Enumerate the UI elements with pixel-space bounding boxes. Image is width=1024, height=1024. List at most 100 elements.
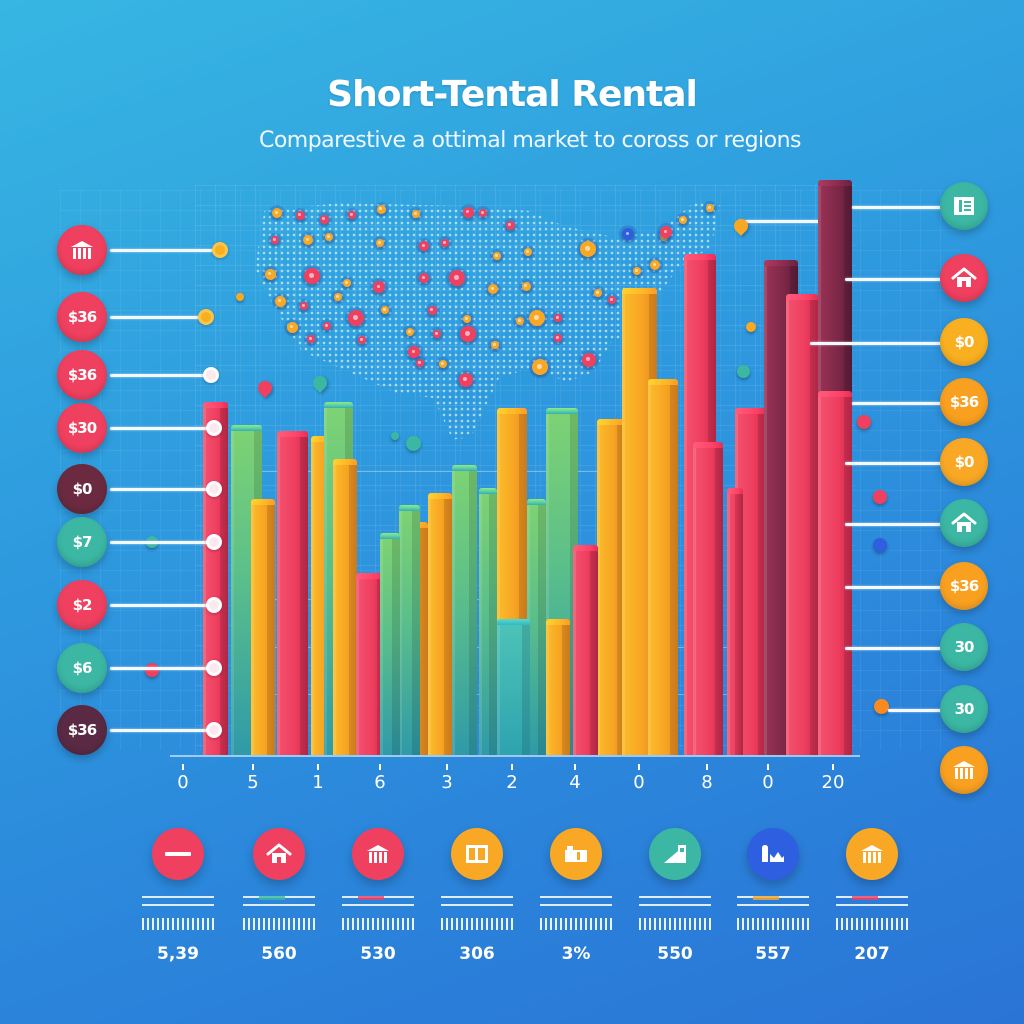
map-location-dot xyxy=(334,293,342,301)
x-tick-label: 3 xyxy=(441,772,453,793)
category-item[interactable]: 3% xyxy=(534,828,618,964)
category-item[interactable]: 557 xyxy=(731,828,815,964)
right-marker-building-icon[interactable] xyxy=(940,746,988,794)
marker-ball xyxy=(746,322,756,332)
window-icon[interactable] xyxy=(451,828,503,880)
left-marker-value[interactable]: $7 xyxy=(57,517,107,567)
category-barcode xyxy=(639,918,711,930)
left-marker-value[interactable]: $36 xyxy=(57,705,107,755)
map-location-dot xyxy=(323,322,331,330)
map-location-dot xyxy=(679,216,687,224)
bar-red xyxy=(276,436,308,755)
minus-icon[interactable] xyxy=(152,828,204,880)
map-location-dot xyxy=(650,260,660,270)
map-location-dot xyxy=(381,306,389,314)
box-icon[interactable] xyxy=(550,828,602,880)
x-tick xyxy=(317,764,319,770)
x-axis-line xyxy=(170,755,860,757)
leader-knob xyxy=(203,367,219,383)
leader-knob xyxy=(206,481,222,497)
left-marker-value[interactable]: $36 xyxy=(57,350,107,400)
leader-knob xyxy=(206,534,222,550)
category-value: 5,39 xyxy=(157,944,199,964)
building-icon[interactable] xyxy=(352,828,404,880)
x-tick-label: 8 xyxy=(701,772,713,793)
category-item[interactable]: 207 xyxy=(830,828,914,964)
x-tick xyxy=(706,764,708,770)
chart-title: Short-Tental Rental xyxy=(327,74,698,115)
right-marker-house-icon[interactable] xyxy=(940,499,988,547)
bar-green xyxy=(398,510,420,755)
map-location-dot xyxy=(307,335,315,343)
map-location-dot xyxy=(274,295,286,307)
right-marker-value[interactable]: 30 xyxy=(940,685,988,733)
category-progress-lines xyxy=(342,896,414,906)
marker-ball xyxy=(857,415,871,429)
left-marker-value[interactable]: $2 xyxy=(57,580,107,630)
category-item[interactable]: 550 xyxy=(633,828,717,964)
x-tick-label: 1 xyxy=(312,772,324,793)
right-marker-label: $0 xyxy=(954,453,975,471)
building-icon[interactable] xyxy=(846,828,898,880)
map-location-dot xyxy=(463,315,471,323)
map-location-dot xyxy=(376,204,386,214)
marker-ball xyxy=(736,364,750,378)
left-marker-label: $30 xyxy=(67,419,97,437)
category-value: 530 xyxy=(360,944,396,964)
left-marker-value[interactable]: $36 xyxy=(57,292,107,342)
map-location-dot xyxy=(460,326,476,342)
right-marker-house-icon[interactable] xyxy=(940,254,988,302)
category-item[interactable]: 306 xyxy=(435,828,519,964)
marker-ball xyxy=(405,435,421,451)
leader-line xyxy=(110,541,214,544)
map-location-dot xyxy=(376,239,384,247)
category-item[interactable]: 5,39 xyxy=(136,828,220,964)
bar-red xyxy=(727,493,743,755)
ramp-icon[interactable] xyxy=(649,828,701,880)
map-location-dot xyxy=(348,310,364,326)
category-item[interactable]: 530 xyxy=(336,828,420,964)
left-marker-label: $6 xyxy=(72,659,93,677)
leader-line xyxy=(852,402,942,405)
map-location-dot xyxy=(416,359,424,367)
left-marker-value[interactable]: $30 xyxy=(57,403,107,453)
map-location-dot xyxy=(706,204,714,212)
map-location-dot xyxy=(488,284,498,294)
leader-line xyxy=(110,374,211,377)
category-progress-lines xyxy=(836,896,908,906)
category-item[interactable]: 560 xyxy=(237,828,321,964)
left-marker-label: $7 xyxy=(72,533,93,551)
x-tick-label: 2 xyxy=(506,772,518,793)
leader-line xyxy=(852,206,942,209)
house-icon[interactable] xyxy=(253,828,305,880)
right-marker-value[interactable]: 30 xyxy=(940,623,988,671)
category-barcode xyxy=(836,918,908,930)
left-marker-label: $36 xyxy=(67,308,97,326)
right-marker-value[interactable]: $36 xyxy=(940,562,988,610)
map-location-dot xyxy=(459,373,473,387)
right-marker-value[interactable]: $0 xyxy=(940,438,988,486)
bar-orange xyxy=(428,498,452,755)
bar-orange xyxy=(251,504,275,755)
right-marker-value[interactable]: $0 xyxy=(940,318,988,366)
map-location-dot xyxy=(449,270,465,286)
chart-icon[interactable] xyxy=(747,828,799,880)
category-value: 560 xyxy=(261,944,297,964)
left-marker-value[interactable]: $6 xyxy=(57,643,107,693)
map-location-dot xyxy=(441,239,449,247)
left-marker-value[interactable]: $0 xyxy=(57,464,107,514)
map-location-dot xyxy=(300,302,308,310)
left-marker-building-icon[interactable] xyxy=(57,225,107,275)
leader-line xyxy=(845,462,942,465)
building-icon xyxy=(951,759,977,781)
category-barcode xyxy=(540,918,612,930)
map-location-dot xyxy=(491,341,499,349)
map-location-dot xyxy=(594,289,602,297)
gridline xyxy=(240,471,660,472)
leader-line xyxy=(845,586,942,589)
map-location-dot xyxy=(419,273,429,283)
right-marker-value[interactable]: $36 xyxy=(940,378,988,426)
right-marker-document-icon[interactable] xyxy=(940,182,988,230)
map-location-dot xyxy=(325,233,333,241)
x-tick-label: 4 xyxy=(569,772,581,793)
